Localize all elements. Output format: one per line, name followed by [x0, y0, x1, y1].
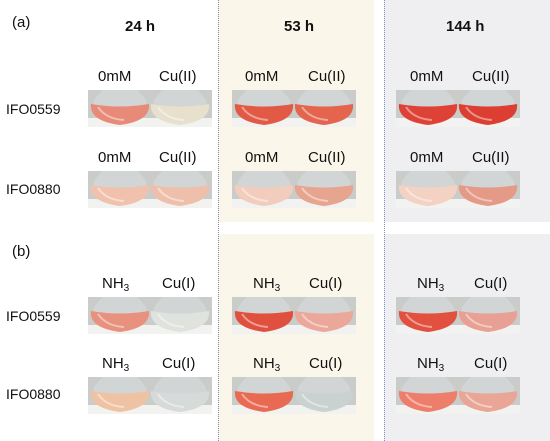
cond-label-nh3: NH3: [253, 275, 281, 294]
cond-label-0mM: 0mM: [98, 68, 132, 85]
panel-label-b: (b): [12, 243, 31, 260]
cond-label-cuI: Cu(I): [309, 355, 343, 372]
flask-photo: [88, 297, 212, 334]
flask-photo: [396, 90, 520, 127]
cond-label-cuII: Cu(II): [308, 149, 346, 166]
cond-label-cuI: Cu(I): [162, 275, 196, 292]
cond-label-nh3: NH3: [417, 355, 445, 374]
column-header-53h: 53 h: [284, 18, 315, 35]
flask-photo: [88, 377, 212, 414]
flask-photo: [232, 297, 356, 334]
column-144h-background: [384, 0, 550, 441]
panel-label-a: (a): [12, 14, 31, 31]
cond-label-0mM: 0mM: [245, 149, 279, 166]
flask-photo: [232, 90, 356, 127]
cond-label-0mM: 0mM: [410, 149, 444, 166]
cond-label-cuI: Cu(I): [474, 275, 508, 292]
cond-label-cuI: Cu(I): [309, 275, 343, 292]
row-label-b-IFO0559: IFO0559: [6, 308, 61, 324]
cond-label-cuII: Cu(II): [472, 68, 510, 85]
cond-label-nh3: NH3: [417, 275, 445, 294]
cond-label-0mM: 0mM: [245, 68, 279, 85]
cond-label-cuI: Cu(I): [474, 355, 508, 372]
column-header-24h: 24 h: [125, 18, 156, 35]
flask-photo: [232, 171, 356, 208]
row-label-b-IFO0880: IFO0880: [6, 386, 61, 402]
flask-photo: [88, 90, 212, 127]
flask-photo: [396, 297, 520, 334]
cond-label-cuII: Cu(II): [159, 149, 197, 166]
flask-photo: [396, 377, 520, 414]
column-53h-background: [218, 0, 374, 441]
flask-photo: [232, 377, 356, 414]
cond-label-nh3: NH3: [253, 355, 281, 374]
row-label-a-IFO0559: IFO0559: [6, 101, 61, 117]
cond-label-nh3: NH3: [102, 355, 130, 374]
flask-photo: [396, 171, 520, 208]
flask-photo: [88, 171, 212, 208]
cond-label-nh3: NH3: [102, 275, 130, 294]
column-divider-1: [218, 0, 219, 441]
cond-label-cuII: Cu(II): [472, 149, 510, 166]
cond-label-cuI: Cu(I): [162, 355, 196, 372]
column-divider-2: [384, 0, 385, 441]
row-label-a-IFO0880: IFO0880: [6, 181, 61, 197]
cond-label-0mM: 0mM: [410, 68, 444, 85]
column-header-144h: 144 h: [446, 18, 485, 35]
cond-label-0mM: 0mM: [98, 149, 132, 166]
cond-label-cuII: Cu(II): [308, 68, 346, 85]
cond-label-cuII: Cu(II): [159, 68, 197, 85]
